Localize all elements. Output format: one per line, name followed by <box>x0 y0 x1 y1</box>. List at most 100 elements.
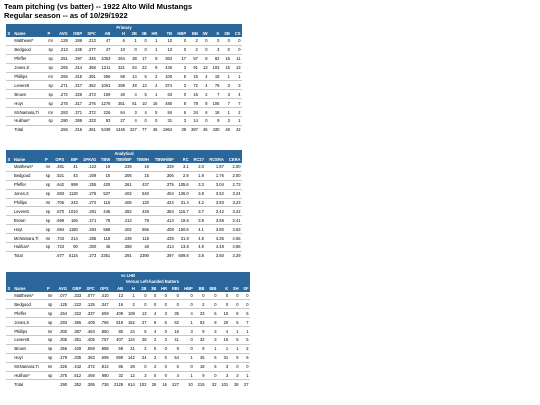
column-header: P <box>43 156 53 163</box>
table-cell: 15 <box>97 171 112 181</box>
table-cell: .285 <box>79 233 98 244</box>
table-cell: .337 <box>82 308 97 319</box>
table-cell: 2 <box>194 299 206 310</box>
column-header: Name <box>12 156 44 163</box>
table-cell: 1010 <box>65 206 80 217</box>
table-cell: .385 <box>86 381 95 387</box>
table-cell: 26 <box>151 381 157 387</box>
table-cell: .306 <box>111 171 134 181</box>
table-cell: .266 <box>55 72 70 82</box>
table-cell: .317 <box>69 80 84 91</box>
column-header: SF <box>240 285 250 292</box>
table-cell: 1 <box>231 116 242 126</box>
table-cell: 0 <box>168 299 181 310</box>
table-cell: 5 <box>138 89 149 100</box>
table-cell: 3.41 <box>225 215 242 226</box>
table-cell: 54 <box>168 353 181 363</box>
table-cell: 16 <box>168 326 181 336</box>
table-cell: .469 <box>82 371 97 381</box>
table-cell: Bedgood <box>12 45 46 55</box>
table-cell: 1211 <box>97 63 112 73</box>
table-cell: Hoyt <box>12 224 44 235</box>
table-cell: sp <box>45 54 56 64</box>
table-cell: 0 <box>240 362 250 372</box>
table-cell: .351 <box>68 335 83 345</box>
table-cell: sp <box>45 371 55 381</box>
table-cell: 120 <box>133 198 151 208</box>
table-cell: 28 <box>124 362 137 372</box>
table-cell <box>6 308 13 319</box>
table-cell: 118 <box>97 233 112 244</box>
column-header: OBP <box>69 30 84 37</box>
table-cell: 18 <box>194 362 206 372</box>
table-cell: 3 <box>136 371 148 381</box>
table-cell: 43 <box>65 171 80 181</box>
table-row: Hoyt sp .275.317.376 1276 351 61 10 16 480 8 78 8 10… <box>6 98 242 109</box>
table-cell: 7 <box>240 317 250 328</box>
table-cell <box>6 215 13 226</box>
table-cell: sp <box>45 63 56 73</box>
table-cell: 142 <box>124 353 137 363</box>
table-cell: 0 <box>173 89 188 100</box>
table-cell: 13 <box>136 308 148 319</box>
table-cell: 1445 <box>115 127 125 133</box>
table-cell: 22 <box>138 63 149 73</box>
table-cell: mr <box>45 37 56 46</box>
table-cell: 61 <box>126 98 139 109</box>
table-cell: 518 <box>110 317 125 328</box>
table-cell: 16 <box>217 335 230 345</box>
table-cell: 9 <box>194 344 206 354</box>
table-cell: 1 <box>180 371 195 381</box>
table-cell: .988 <box>96 344 111 354</box>
table-cell: .371 <box>69 107 84 118</box>
table-cell: 1 <box>148 37 159 46</box>
table-cell: 150.6 <box>175 224 191 235</box>
table-cell: 10 <box>111 45 127 55</box>
table-cell: .372 <box>82 362 97 372</box>
table-cell: 54 <box>126 63 139 73</box>
table-cell: sp <box>45 335 55 345</box>
table-cell: 0 <box>180 344 195 354</box>
table-cell <box>6 242 13 252</box>
table-cell: 214 <box>65 233 80 244</box>
table-cell <box>6 116 13 126</box>
table-cell: 609.8 <box>178 253 189 259</box>
table-cell: 169 <box>97 89 112 100</box>
table-cell: 19.6 <box>175 215 191 226</box>
table-cell: 3 <box>217 362 230 372</box>
table-cell: .339 <box>111 163 134 172</box>
table-cell: .352 <box>83 80 98 91</box>
table-cell: 599 <box>110 353 125 363</box>
table-cell: 27 <box>243 381 249 387</box>
table-cell: .850 <box>96 326 111 336</box>
table-cell: 77 <box>142 127 147 133</box>
table-cell: 1 <box>126 37 139 46</box>
table-cell: 41 <box>65 163 80 172</box>
table-cell: .706 <box>52 198 66 208</box>
table-cell: 449 <box>133 206 151 217</box>
column-header: TBW/BF <box>111 156 134 163</box>
table-cell: 2 <box>148 353 158 363</box>
table-cell <box>6 80 13 91</box>
table-cell: 78 <box>187 98 200 109</box>
table-cell: .384 <box>150 206 176 217</box>
table-cell <box>6 362 13 372</box>
table-cell: 4 <box>217 326 230 336</box>
table-cell: sp <box>43 215 53 226</box>
table-cell: 6 <box>138 72 149 82</box>
table-cell: Total <box>13 253 23 259</box>
report-title: Team pitching (vs batter) -- 1922 Alto W… <box>4 2 193 11</box>
table-cell <box>6 233 13 244</box>
table-cell: 6 <box>240 353 250 363</box>
table-cell: 48 <box>126 80 139 91</box>
table-cell: 41 <box>168 335 181 345</box>
table-cell <box>6 291 13 301</box>
table-cell <box>45 380 54 388</box>
table-cell: Bedgood <box>12 171 44 181</box>
table-cell: 256 <box>97 72 112 82</box>
table-cell: 2 <box>136 344 148 354</box>
column-header: SPC <box>82 285 97 292</box>
table-cell: 264 <box>111 54 127 64</box>
table-cell: 108 <box>124 308 137 319</box>
table-cell: 5 <box>229 317 241 328</box>
